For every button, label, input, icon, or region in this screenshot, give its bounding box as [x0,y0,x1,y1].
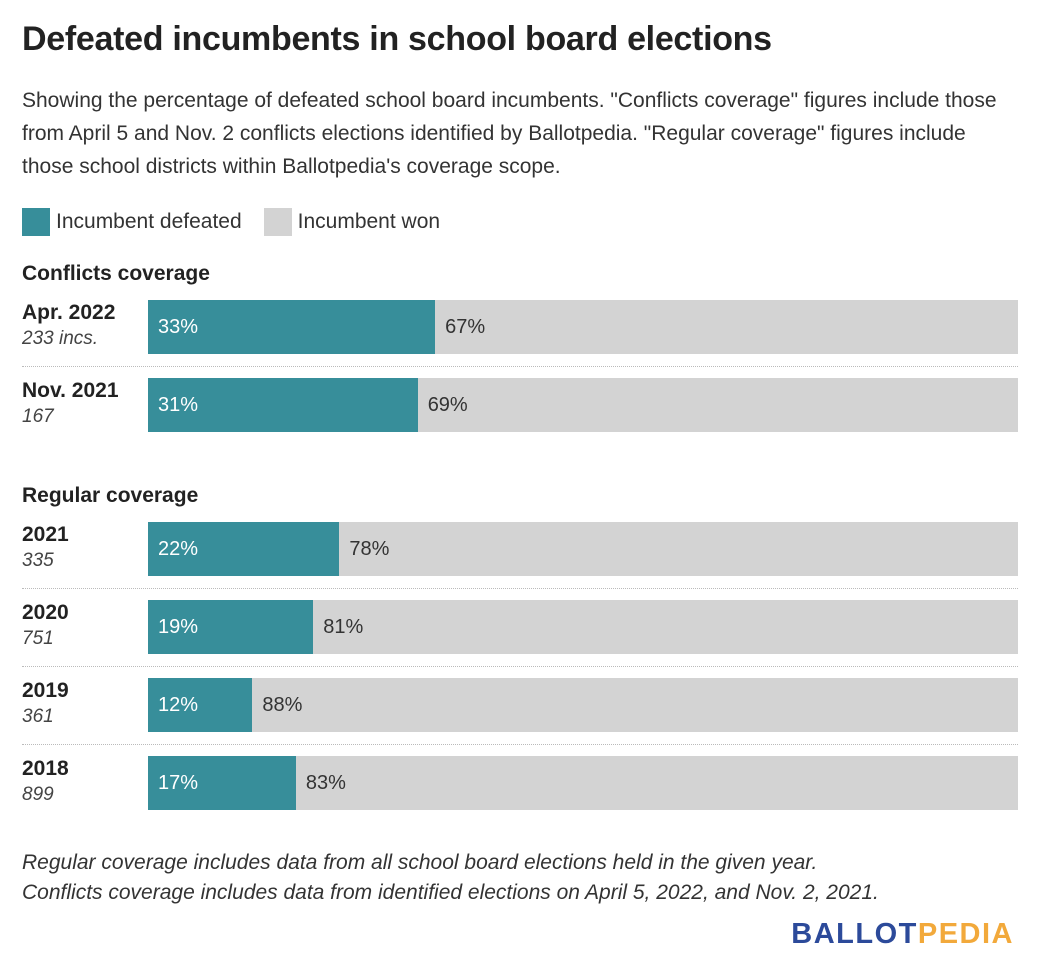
row-count: 233 incs. [22,328,99,349]
bar-won-nov-2021 [417,378,1018,432]
footnote-line-2: Conflicts coverage includes data from id… [22,881,879,904]
row-name: 2018 [22,757,69,780]
row-divider [22,744,1018,745]
bar-won-apr-2022 [435,300,1018,354]
value-label-defeated-2018: 17% [158,772,199,794]
bar-won-2021 [339,522,1018,576]
legend-swatch-won [263,208,292,236]
row-count: 335 [22,550,54,571]
group-title-regular: Regular coverage [22,484,199,507]
bar-defeated-apr-2022 [148,300,436,354]
bar-track-2020: 19% 81% [148,600,1018,654]
group-title-conflicts: Conflicts coverage [22,262,210,285]
row-name: 2021 [22,523,69,546]
legend-label-defeated: Incumbent defeated [56,210,242,233]
row-divider [22,366,1018,367]
bar-won-2019 [252,678,1018,732]
logo-text-pedia: PEDIA [917,918,1014,950]
row-name: Apr. 2022 [22,301,116,324]
value-label-defeated-apr-2022: 33% [158,316,199,338]
footnote-line-1: Regular coverage includes data from all … [22,851,818,874]
row-name: 2019 [22,679,69,702]
row-count: 899 [22,784,54,805]
row-count: 361 [22,706,54,727]
row-label-2018: 2018 899 [22,756,69,808]
bar-defeated-nov-2021 [148,378,418,432]
row-label-2019: 2019 361 [22,678,69,730]
legend-item-defeated: Incumbent defeated [22,208,242,236]
row-count: 167 [22,406,54,427]
value-label-defeated-nov-2021: 31% [158,394,199,416]
legend-label-won: Incumbent won [297,210,441,233]
bar-won-2020 [313,600,1018,654]
row-divider [22,666,1018,667]
row-count: 751 [22,628,54,649]
value-label-defeated-2021: 22% [158,538,199,560]
bar-defeated-2020 [148,600,314,654]
value-label-won-2018: 83% [305,772,346,794]
value-label-won-apr-2022: 67% [445,316,486,338]
row-name: 2020 [22,601,69,624]
bar-defeated-2019 [148,678,253,732]
bar-track-2019: 12% 88% [148,678,1018,732]
legend-item-won: Incumbent won [263,208,441,236]
row-label-nov-2021: Nov. 2021 167 [22,378,119,430]
value-label-won-2020: 81% [323,616,364,638]
chart-title: Defeated incumbents in school board elec… [22,20,772,58]
value-label-won-nov-2021: 69% [427,394,468,416]
value-label-defeated-2020: 19% [158,616,199,638]
bar-won-2018 [295,756,1018,810]
row-label-2021: 2021 335 [22,522,69,574]
value-label-won-2021: 78% [349,538,390,560]
bar-track-apr-2022: 33% 67% [148,300,1018,354]
value-label-defeated-2019: 12% [158,694,199,716]
row-label-2020: 2020 751 [22,600,69,652]
value-label-won-2019: 88% [262,694,303,716]
row-name: Nov. 2021 [22,379,119,402]
row-divider [22,588,1018,589]
bar-track-2018: 17% 83% [148,756,1018,810]
bar-track-nov-2021: 31% 69% [148,378,1018,432]
legend-swatch-defeated [22,208,50,236]
legend: Incumbent defeated Incumbent won [22,206,462,238]
footnote: Regular coverage includes data from all … [22,848,879,908]
ballotpedia-logo: BALLOTPEDIA [791,918,1014,951]
bar-defeated-2018 [148,756,296,810]
bar-defeated-2021 [148,522,340,576]
bar-track-2021: 22% 78% [148,522,1018,576]
row-label-apr-2022: Apr. 2022 233 incs. [22,300,115,352]
chart-subtitle: Showing the percentage of defeated schoo… [22,89,997,178]
logo-text-ballot: BALLOT [791,918,918,950]
